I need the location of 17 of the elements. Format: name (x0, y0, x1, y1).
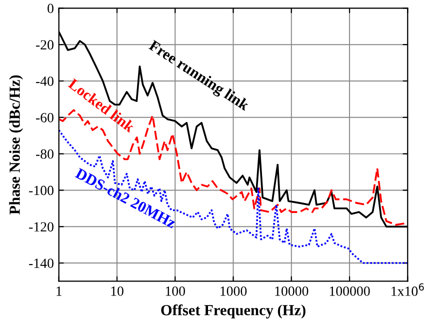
x-tick-label: 1000 (220, 286, 247, 296)
x-tick-label: 10000 (275, 286, 308, 296)
x-tick-label: 10 (111, 286, 124, 296)
y-axis-title: Phase Noise (dBc/Hz) (9, 75, 23, 214)
x-tick-label: 1x10$^{6}$ (392, 283, 424, 296)
x-tick-label: 100 (166, 286, 186, 296)
x-tick-label: 100000 (330, 286, 370, 296)
y-tick-label: -140 (29, 258, 54, 268)
y-tick-label: -60 (36, 112, 54, 122)
y-tick-label: -100 (29, 186, 54, 196)
y-tick-label: -80 (36, 149, 54, 159)
y-tick-label: -120 (29, 222, 54, 232)
y-tick-label: -40 (36, 76, 54, 86)
y-tick-label: -20 (36, 40, 54, 50)
x-tick-label: 1 (56, 286, 62, 296)
x-axis-title: Offset Frequency (Hz) (161, 304, 306, 318)
y-tick-label: 0 (48, 4, 54, 14)
